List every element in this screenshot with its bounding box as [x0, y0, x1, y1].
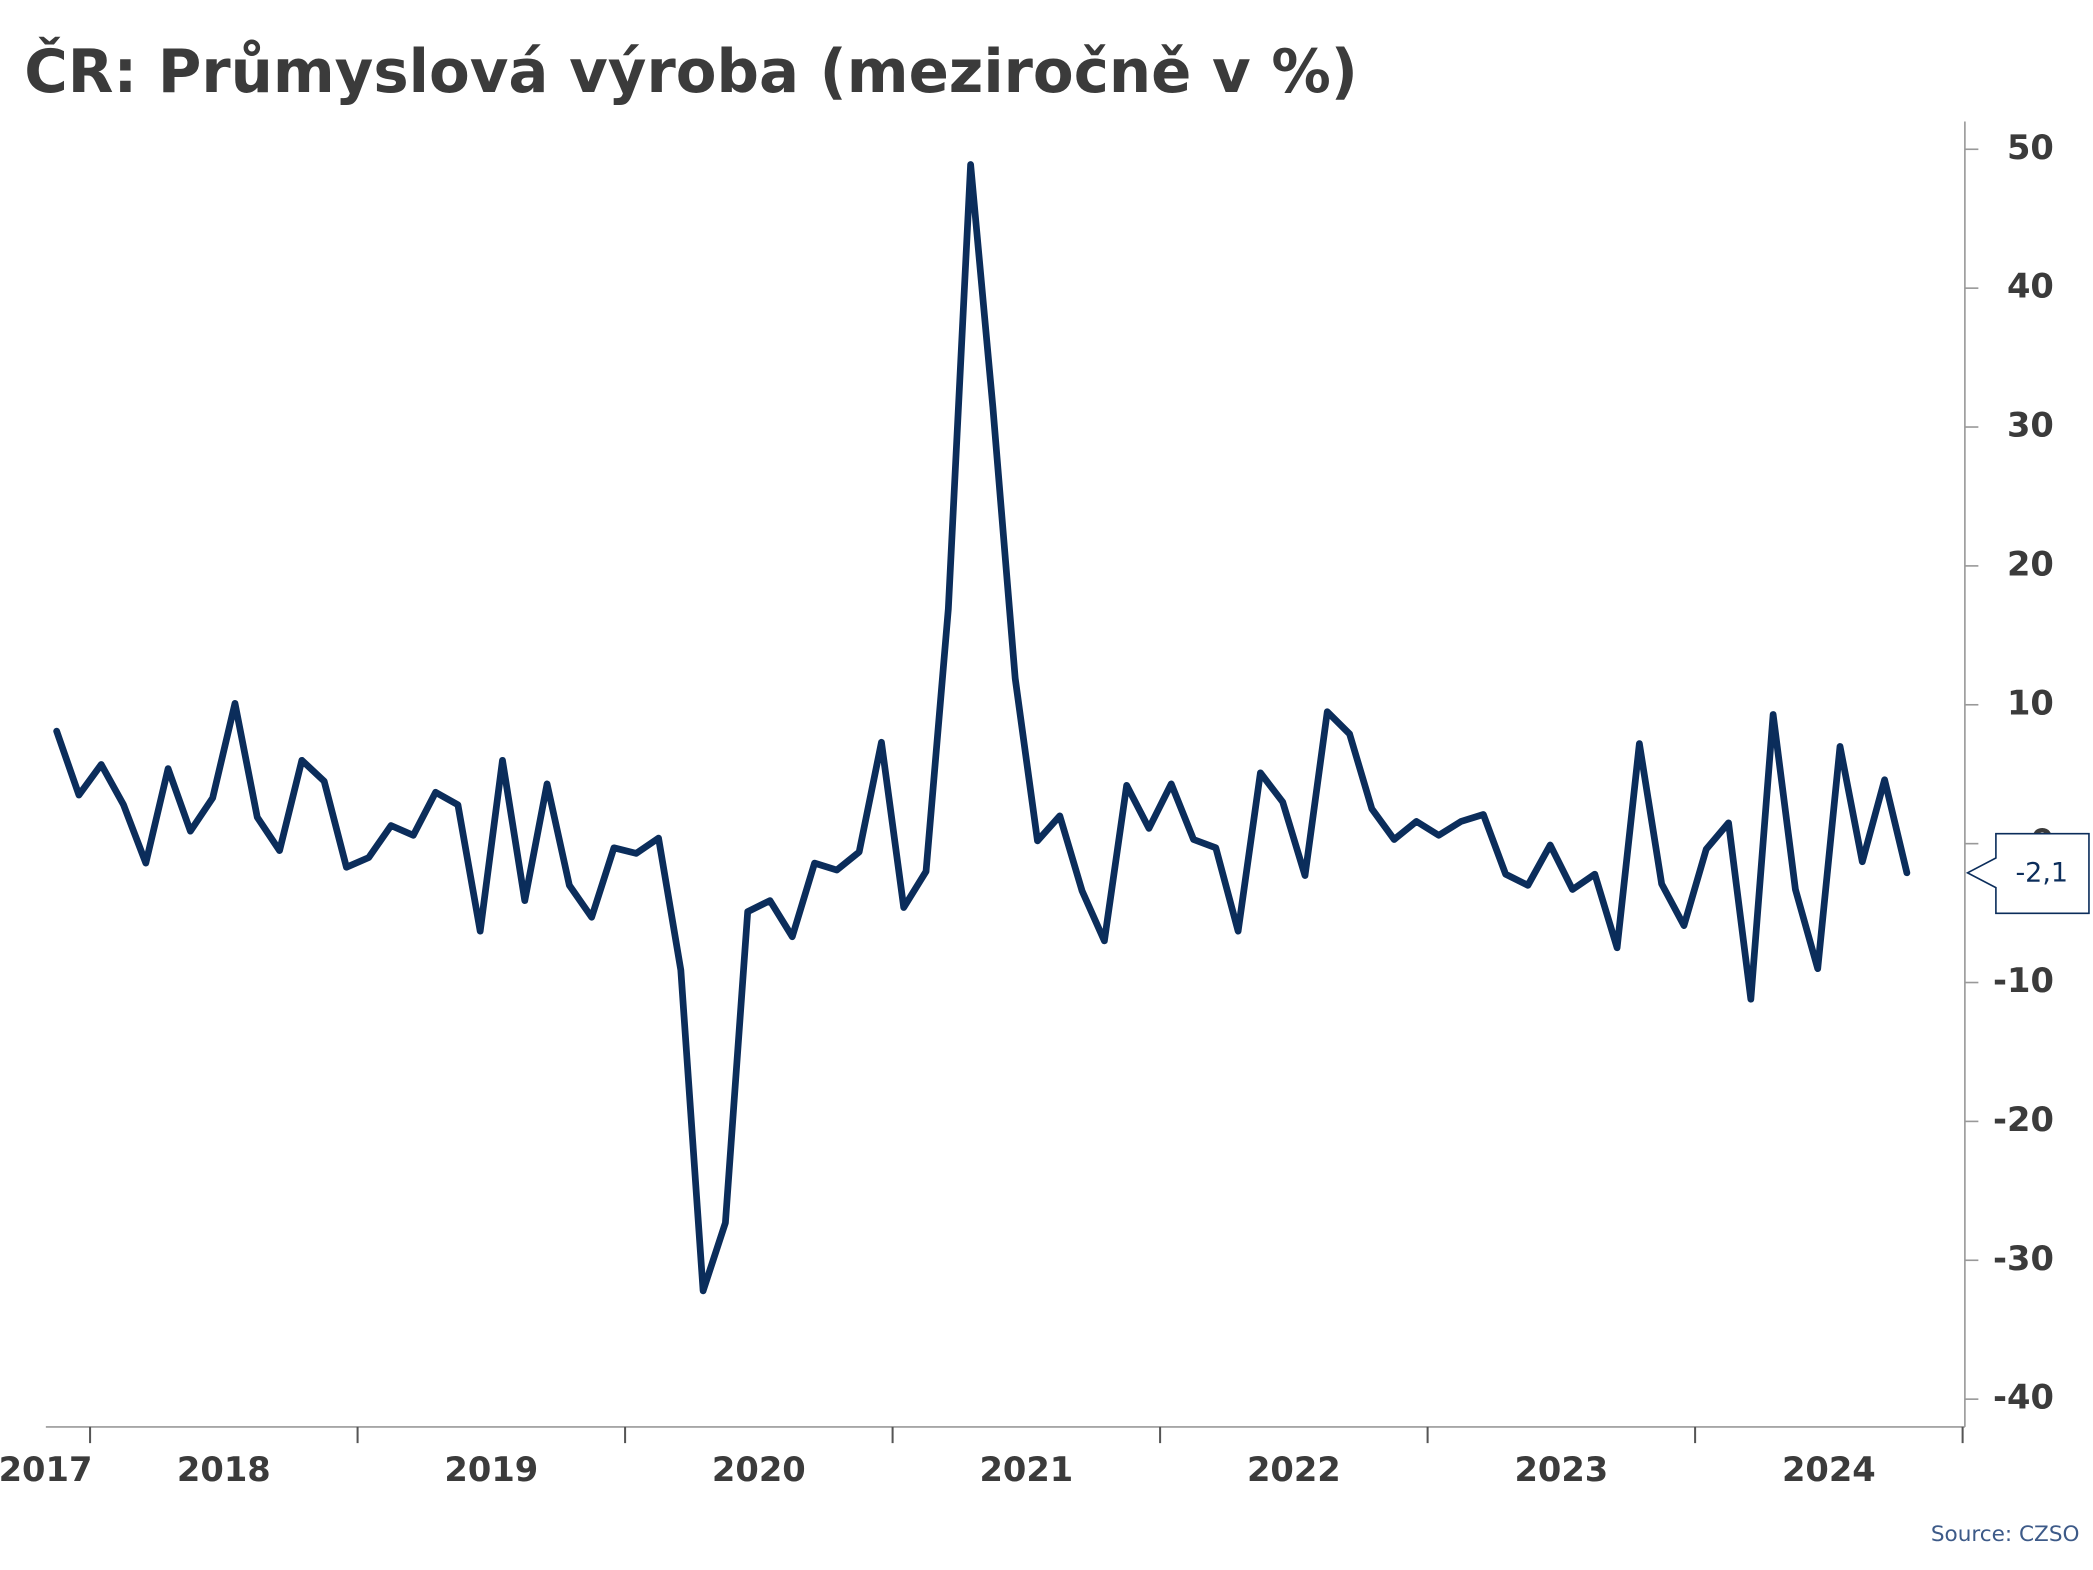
line-series	[53, 161, 1911, 1295]
x-tick-label: 2022	[1247, 1450, 1341, 1489]
source: Source: CZSO	[1931, 1522, 2080, 1547]
y-tick-label: -30	[1993, 1239, 2054, 1278]
x-tick-label: 2018	[177, 1450, 271, 1489]
y-tick-label: -40	[1993, 1378, 2054, 1417]
x-tick-label: 2017	[0, 1450, 92, 1489]
y-tick-label: -20	[1993, 1100, 2054, 1139]
x-tick-label: 2023	[1514, 1450, 1608, 1489]
x-tick-label: 2021	[979, 1450, 1073, 1489]
x-tick-label: 2020	[712, 1450, 806, 1489]
value-label: -2,1	[2015, 858, 2068, 889]
callout	[1965, 832, 2090, 915]
y-tick-label: 40	[2007, 267, 2054, 306]
y-tick-label: -10	[1993, 961, 2054, 1000]
chart-title: ČR: Průmyslová výroba (meziročně v %)	[24, 37, 1358, 106]
y-tick-label: 30	[2007, 406, 2054, 445]
y-tick-label: 10	[2007, 683, 2054, 722]
y-tick-label: 50	[2007, 128, 2054, 167]
x-tick-label: 2019	[444, 1450, 538, 1489]
x-tick-label: 2024	[1782, 1450, 1876, 1489]
y-tick-label: 20	[2007, 544, 2054, 583]
